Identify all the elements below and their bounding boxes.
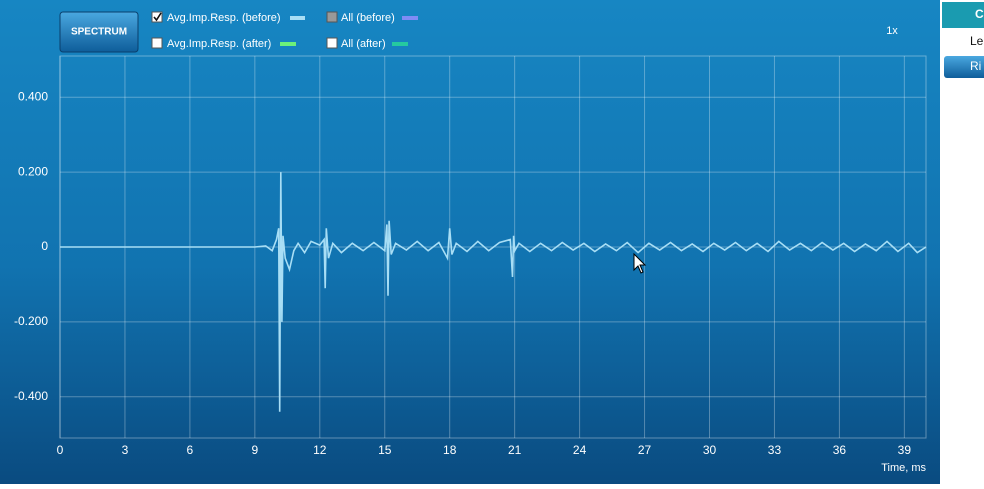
x-tick-label: 3	[122, 443, 129, 457]
checkbox[interactable]	[326, 37, 338, 49]
mouse-cursor	[633, 252, 647, 274]
x-tick-label: 39	[898, 443, 912, 457]
x-tick-label: 0	[57, 443, 64, 457]
checkbox[interactable]	[151, 11, 163, 23]
checkbox[interactable]	[151, 37, 163, 49]
x-tick-label: 9	[252, 443, 259, 457]
tab-label: Le	[970, 34, 984, 48]
tab[interactable]	[942, 2, 984, 28]
spectrum-button[interactable]	[59, 11, 139, 53]
x-tick-label: 36	[833, 443, 847, 457]
tab[interactable]	[944, 56, 984, 78]
tab-label: C	[975, 7, 984, 21]
y-tick-label: -0.400	[14, 389, 48, 403]
x-tick-label: 12	[313, 443, 327, 457]
y-tick-label: 0	[41, 239, 48, 253]
tab-label: Ri	[970, 59, 981, 73]
legend-label: Avg.Imp.Resp. (after)	[167, 38, 271, 50]
legend-label: All (after)	[341, 38, 386, 50]
y-tick-label: 0.400	[18, 89, 48, 103]
check-mark	[153, 12, 162, 22]
x-tick-label: 27	[638, 443, 652, 457]
x-tick-label: 30	[703, 443, 717, 457]
checkbox[interactable]	[326, 11, 338, 23]
x-axis-label: Time, ms	[881, 462, 926, 474]
data-line	[60, 172, 927, 412]
y-tick-label: 0.200	[18, 164, 48, 178]
chart-panel	[0, 0, 940, 484]
zoom-label: 1x	[886, 25, 898, 37]
x-tick-label: 21	[508, 443, 522, 457]
x-tick-label: 6	[187, 443, 194, 457]
x-tick-label: 33	[768, 443, 782, 457]
x-tick-label: 24	[573, 443, 587, 457]
legend-label: All (before)	[341, 12, 395, 24]
x-tick-label: 18	[443, 443, 457, 457]
y-tick-label: -0.200	[14, 314, 48, 328]
spectrum-label: SPECTRUM	[71, 27, 127, 38]
x-tick-label: 15	[378, 443, 392, 457]
legend-label: Avg.Imp.Resp. (before)	[167, 12, 281, 24]
